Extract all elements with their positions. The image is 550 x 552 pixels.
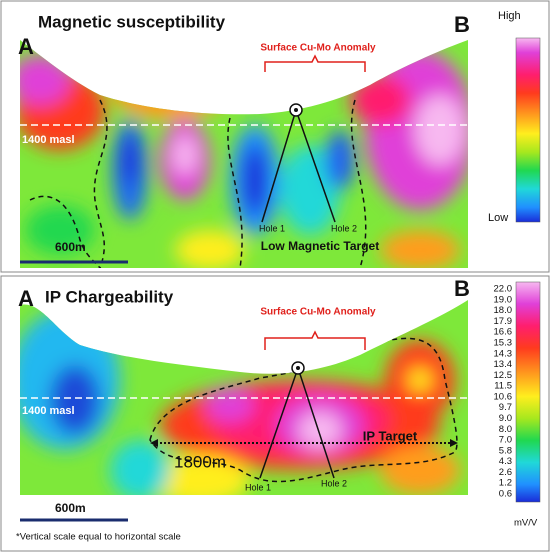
colorbar-label: 19.0 bbox=[494, 294, 513, 305]
colorbar-label: 17.9 bbox=[494, 316, 513, 327]
colorbar-label: High bbox=[498, 10, 521, 22]
colorbar-label: 5.8 bbox=[499, 445, 512, 456]
colorbar-label: 2.6 bbox=[499, 467, 512, 478]
target-width-label: 1800m bbox=[174, 452, 226, 471]
colorbar-label: 8.0 bbox=[499, 424, 512, 435]
colorbar-label: 7.0 bbox=[499, 435, 512, 446]
colorbar-label: 16.6 bbox=[494, 327, 513, 338]
colorbar-label: 15.3 bbox=[494, 337, 513, 348]
colorbar-label: 1.2 bbox=[499, 478, 512, 489]
drill-hole bbox=[297, 367, 335, 479]
colorbar bbox=[515, 281, 541, 503]
colorbar-label: 9.7 bbox=[499, 402, 512, 413]
section-end-label: B bbox=[454, 276, 470, 301]
collar-dot bbox=[296, 366, 300, 370]
elevation-label: 1400 masl bbox=[22, 405, 75, 417]
colorbar-label: 13.4 bbox=[494, 359, 513, 370]
magnetic-section bbox=[20, 40, 468, 268]
hole-label: Hole 2 bbox=[321, 478, 347, 488]
colorbar-label: 9.0 bbox=[499, 413, 512, 424]
colorbar bbox=[515, 37, 541, 223]
colorbar-label: 18.0 bbox=[494, 305, 513, 316]
colorbar-label: 0.6 bbox=[499, 489, 512, 500]
drill-hole bbox=[261, 109, 297, 223]
colorbar-label: 10.6 bbox=[494, 391, 513, 402]
section-end-label: A bbox=[18, 34, 34, 59]
section-end-label: B bbox=[454, 12, 470, 37]
colorbar-unit: mV/V bbox=[514, 518, 538, 529]
hole-label: Hole 1 bbox=[245, 482, 271, 492]
target-label: IP Target bbox=[363, 428, 418, 443]
colorbar-labels: 22.019.018.017.916.615.314.313.412.511.5… bbox=[494, 284, 513, 500]
panel-frame bbox=[0, 0, 550, 273]
anomaly-label: Surface Cu-Mo Anomaly bbox=[260, 43, 376, 54]
panel-title: Magnetic susceptibility bbox=[38, 12, 226, 31]
hole-label: Hole 2 bbox=[331, 223, 357, 233]
colorbar-label: Low bbox=[488, 212, 508, 224]
scale-label: 600m bbox=[55, 501, 86, 515]
colorbar-label: 4.3 bbox=[499, 456, 512, 467]
collar-dot bbox=[294, 108, 298, 112]
scale-label: 600m bbox=[55, 240, 86, 254]
panel-frame bbox=[0, 275, 550, 552]
ip-section bbox=[20, 300, 468, 495]
footnote: *Vertical scale equal to horizontal scal… bbox=[16, 532, 181, 543]
anomaly-label: Surface Cu-Mo Anomaly bbox=[260, 307, 376, 318]
drill-hole bbox=[259, 367, 299, 479]
anomaly-bracket bbox=[264, 54, 366, 72]
section-end-label: A bbox=[18, 286, 34, 311]
panel-title: IP Chargeability bbox=[45, 287, 174, 306]
elevation-label: 1400 masl bbox=[22, 134, 75, 146]
hole-label: Hole 1 bbox=[259, 223, 285, 233]
colorbar-label: 22.0 bbox=[494, 284, 513, 295]
colorbar-label: 11.5 bbox=[494, 381, 512, 392]
colorbar-label: 14.3 bbox=[494, 348, 513, 359]
drill-hole bbox=[295, 109, 336, 223]
colorbar-label: 12.5 bbox=[494, 370, 513, 381]
target-label: Low Magnetic Target bbox=[261, 239, 379, 253]
anomaly-bracket bbox=[264, 330, 366, 350]
